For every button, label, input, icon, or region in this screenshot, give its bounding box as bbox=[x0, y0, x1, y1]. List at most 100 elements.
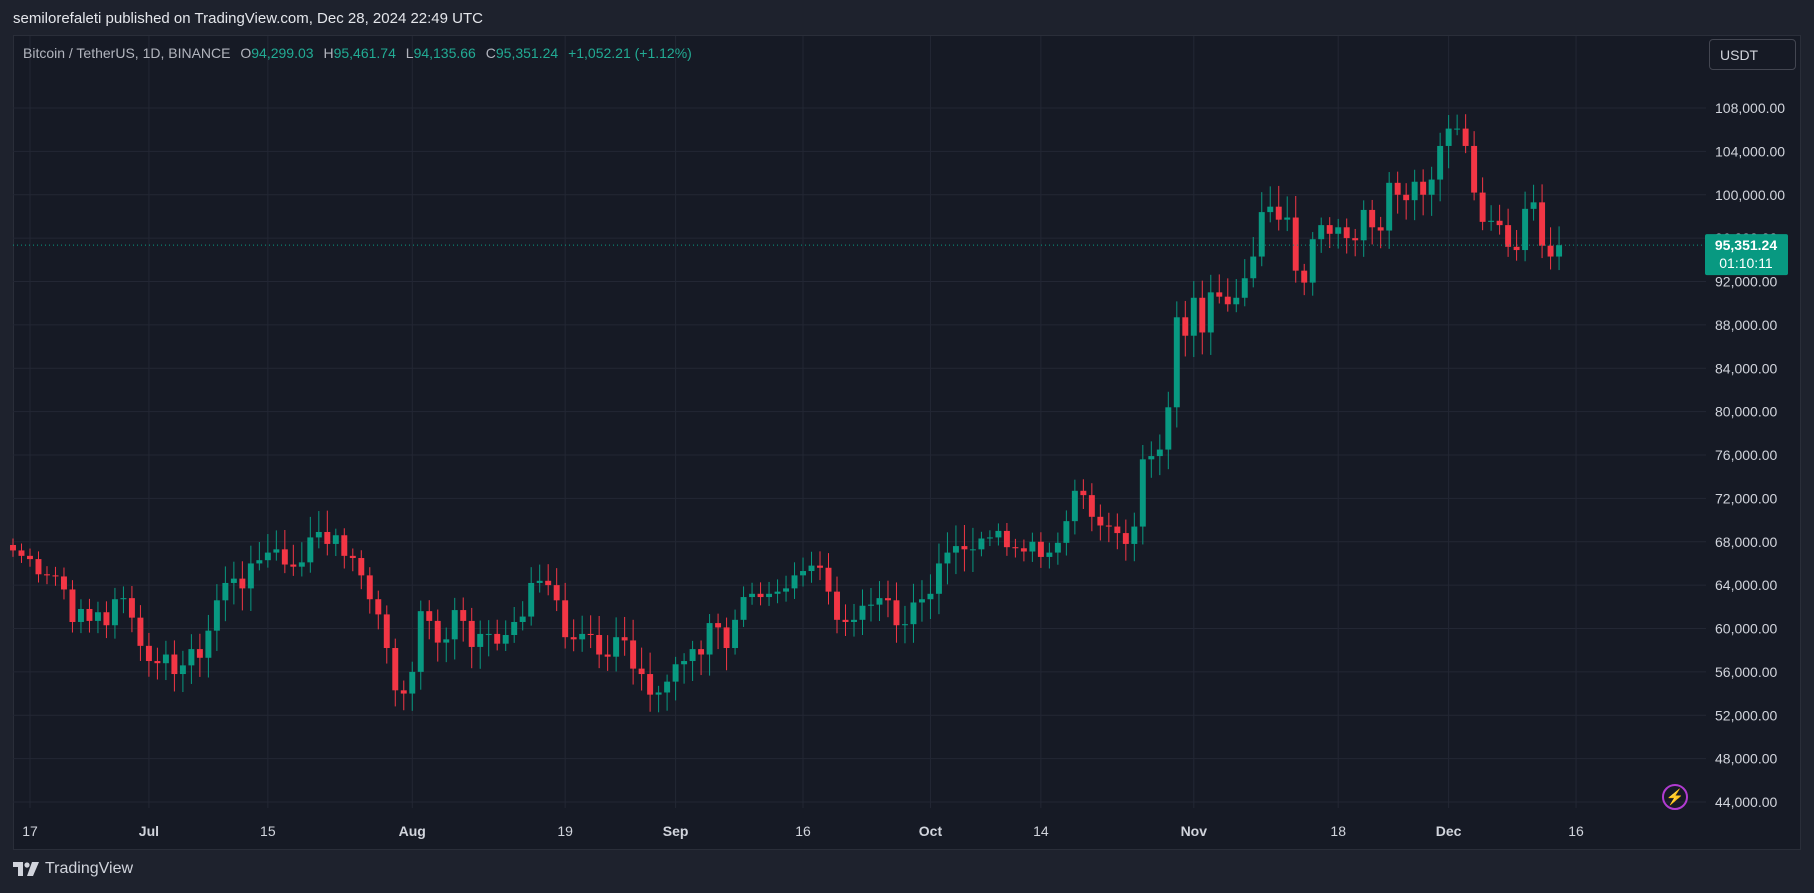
candle bbox=[1105, 525, 1112, 527]
candle bbox=[1139, 459, 1146, 527]
currency-button[interactable]: USDT bbox=[1709, 39, 1796, 70]
candle bbox=[604, 654, 611, 657]
y-tick-label: 76,000.00 bbox=[1715, 447, 1777, 463]
change-value: +1,052.21 (+1.12%) bbox=[568, 45, 692, 61]
candle bbox=[60, 576, 67, 590]
candle bbox=[358, 558, 365, 576]
candle bbox=[995, 530, 1002, 538]
candle bbox=[647, 674, 654, 695]
x-tick-label: 16 bbox=[795, 823, 811, 839]
candle bbox=[103, 612, 110, 626]
candle bbox=[324, 531, 331, 544]
candle bbox=[1496, 220, 1503, 226]
candle bbox=[341, 535, 348, 556]
candle bbox=[1037, 541, 1044, 557]
x-tick-label: Jul bbox=[139, 823, 159, 839]
x-tick-label: 19 bbox=[557, 823, 573, 839]
candle bbox=[1080, 490, 1087, 496]
candle bbox=[188, 649, 195, 666]
x-tick-label: 14 bbox=[1033, 823, 1049, 839]
candle bbox=[1284, 217, 1291, 220]
x-tick-label: Nov bbox=[1181, 823, 1208, 839]
candle bbox=[69, 589, 76, 622]
candle bbox=[196, 649, 203, 658]
candle bbox=[1394, 182, 1401, 195]
candle bbox=[579, 633, 586, 640]
tradingview-logo-icon bbox=[13, 862, 39, 876]
candle bbox=[477, 633, 484, 647]
symbol-title[interactable]: Bitcoin / TetherUS, 1D, BINANCE bbox=[23, 45, 231, 61]
candle bbox=[205, 630, 212, 658]
x-tick-label: Sep bbox=[663, 823, 689, 839]
candle bbox=[1445, 128, 1452, 146]
candle bbox=[1020, 548, 1027, 552]
candle bbox=[672, 664, 679, 682]
candle bbox=[613, 637, 620, 657]
candle bbox=[1488, 220, 1495, 222]
candle bbox=[171, 654, 178, 675]
y-tick-label: 44,000.00 bbox=[1715, 794, 1777, 810]
candle bbox=[1326, 225, 1333, 234]
candle bbox=[621, 637, 628, 641]
candle bbox=[460, 610, 467, 621]
candle bbox=[451, 610, 458, 640]
candle bbox=[655, 692, 662, 695]
candle bbox=[901, 624, 908, 626]
candle bbox=[417, 611, 424, 672]
x-tick-label: 18 bbox=[1330, 823, 1346, 839]
candle bbox=[935, 563, 942, 594]
x-tick-label: Oct bbox=[919, 823, 943, 839]
candle bbox=[570, 637, 577, 640]
high-label: H bbox=[323, 45, 334, 61]
candle bbox=[791, 575, 798, 589]
candle bbox=[18, 550, 25, 556]
lightning-icon[interactable]: ⚡ bbox=[1662, 784, 1688, 810]
candle bbox=[910, 602, 917, 625]
candle bbox=[1369, 209, 1376, 228]
candle bbox=[698, 649, 705, 655]
candle bbox=[145, 645, 152, 662]
candle bbox=[1182, 317, 1189, 336]
candle bbox=[1479, 192, 1486, 222]
candle bbox=[1513, 246, 1520, 251]
y-tick-label: 56,000.00 bbox=[1715, 664, 1777, 680]
candle bbox=[1462, 128, 1469, 146]
high-value: 95,461.74 bbox=[333, 45, 396, 61]
price-tag-value: 95,351.24 bbox=[1715, 237, 1777, 253]
x-tick-label: Aug bbox=[399, 823, 426, 839]
candle bbox=[128, 598, 135, 618]
candle bbox=[876, 598, 883, 605]
candle bbox=[383, 614, 390, 649]
candle bbox=[944, 552, 951, 564]
x-tick-label: 15 bbox=[260, 823, 276, 839]
candle bbox=[86, 608, 93, 621]
y-tick-label: 88,000.00 bbox=[1715, 317, 1777, 333]
candle bbox=[1411, 181, 1418, 201]
y-tick-label: 64,000.00 bbox=[1715, 577, 1777, 593]
candle bbox=[1267, 206, 1274, 213]
candle bbox=[1301, 270, 1308, 283]
candle bbox=[1046, 552, 1053, 557]
candle bbox=[1386, 182, 1393, 231]
y-tick-label: 52,000.00 bbox=[1715, 707, 1777, 723]
candle bbox=[1437, 145, 1444, 180]
candle bbox=[290, 564, 297, 567]
candle bbox=[1547, 245, 1554, 257]
tradingview-logo[interactable]: TradingView bbox=[13, 860, 133, 878]
candle bbox=[927, 593, 934, 600]
candle bbox=[1029, 541, 1036, 552]
candle bbox=[264, 552, 271, 561]
candle bbox=[1190, 297, 1197, 336]
candle bbox=[392, 648, 399, 691]
candle bbox=[375, 599, 382, 615]
candle bbox=[179, 665, 186, 675]
candle bbox=[859, 605, 866, 620]
candle bbox=[885, 598, 891, 601]
candle bbox=[247, 563, 254, 589]
candle bbox=[638, 668, 645, 675]
candle bbox=[1156, 449, 1163, 457]
chart-area[interactable] bbox=[13, 35, 1801, 850]
candle bbox=[1250, 256, 1257, 279]
candle bbox=[545, 580, 552, 586]
